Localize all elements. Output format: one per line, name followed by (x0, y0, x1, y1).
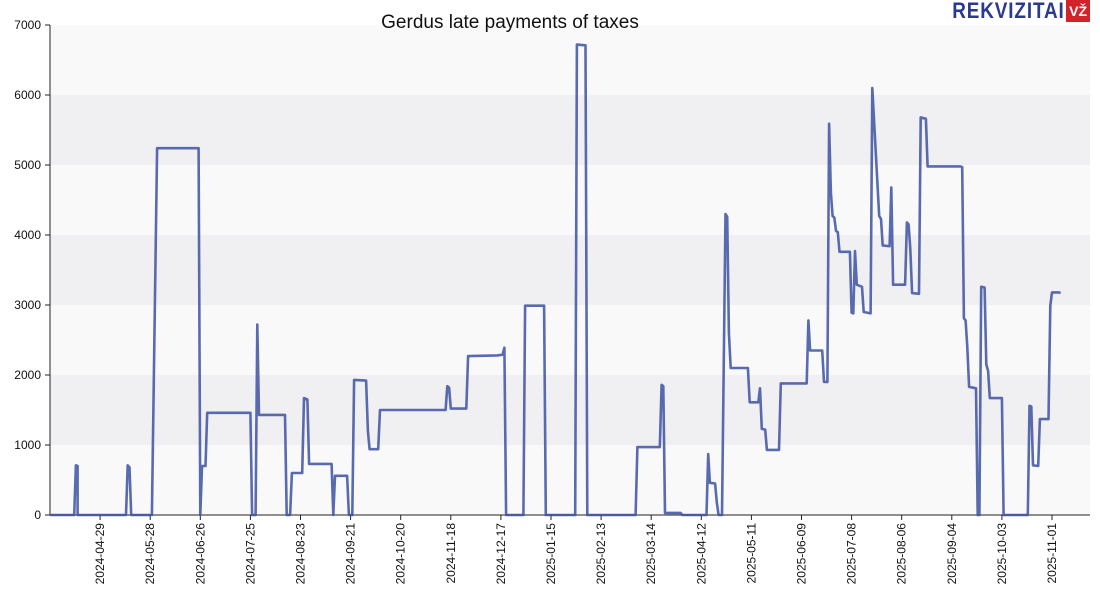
logo-badge: VŽ (1066, 0, 1090, 22)
x-tick-label: 2025-01-15 (544, 523, 558, 585)
y-tick-label: 5000 (14, 158, 41, 172)
x-tick-label: 2025-09-04 (945, 523, 959, 585)
x-tick-label: 2025-10-03 (995, 523, 1009, 585)
x-tick-label: 2024-08-23 (293, 523, 307, 585)
y-tick-label: 4000 (14, 228, 41, 242)
x-tick-label: 2024-10-20 (394, 523, 408, 585)
x-tick-label: 2024-04-29 (93, 523, 107, 585)
x-tick-label: 2025-02-13 (594, 523, 608, 585)
y-tick-label: 1000 (14, 438, 41, 452)
grid-band (50, 235, 1090, 305)
x-tick-label: 2024-06-26 (193, 523, 207, 585)
x-tick-label: 2024-07-25 (243, 523, 257, 585)
y-tick-label: 2000 (14, 368, 41, 382)
series-line (50, 43, 1062, 517)
x-tick-label: 2025-06-09 (794, 523, 808, 585)
grid-bands (50, 25, 1090, 515)
x-tick-label: 2025-03-14 (644, 523, 658, 585)
grid-band (50, 95, 1090, 165)
chart-title: Gerdus late payments of taxes (381, 12, 639, 33)
x-tick-label: 2025-07-08 (845, 523, 859, 585)
x-tick-label: 2024-12-17 (494, 523, 508, 585)
rekvizitai-logo[interactable]: REKVIZITAI VŽ (934, 0, 1090, 22)
x-tick-label: 2025-08-06 (895, 523, 909, 585)
y-tick-label: 6000 (14, 88, 41, 102)
x-tick-label: 2025-05-11 (744, 523, 758, 584)
y-axis-ticks: 0 1000 2000 3000 4000 5000 6000 7000 (14, 18, 50, 522)
x-tick-label: 2024-05-28 (143, 523, 157, 585)
y-tick-label: 0 (34, 508, 41, 522)
logo-text: REKVIZITAI (951, 0, 1065, 23)
y-tick-label: 3000 (14, 298, 41, 312)
x-tick-label: 2024-11-18 (444, 523, 458, 584)
series-layer (50, 43, 1062, 517)
x-tick-label: 2024-09-21 (344, 523, 358, 585)
x-tick-label: 2025-04-12 (694, 523, 708, 585)
grid-band (50, 375, 1090, 445)
y-tick-label: 7000 (14, 18, 41, 32)
x-tick-label: 2025-11-01 (1045, 523, 1059, 584)
x-axis-ticks: 2024-04-29 2024-05-28 2024-06-26 2024-07-25… (93, 515, 1059, 584)
